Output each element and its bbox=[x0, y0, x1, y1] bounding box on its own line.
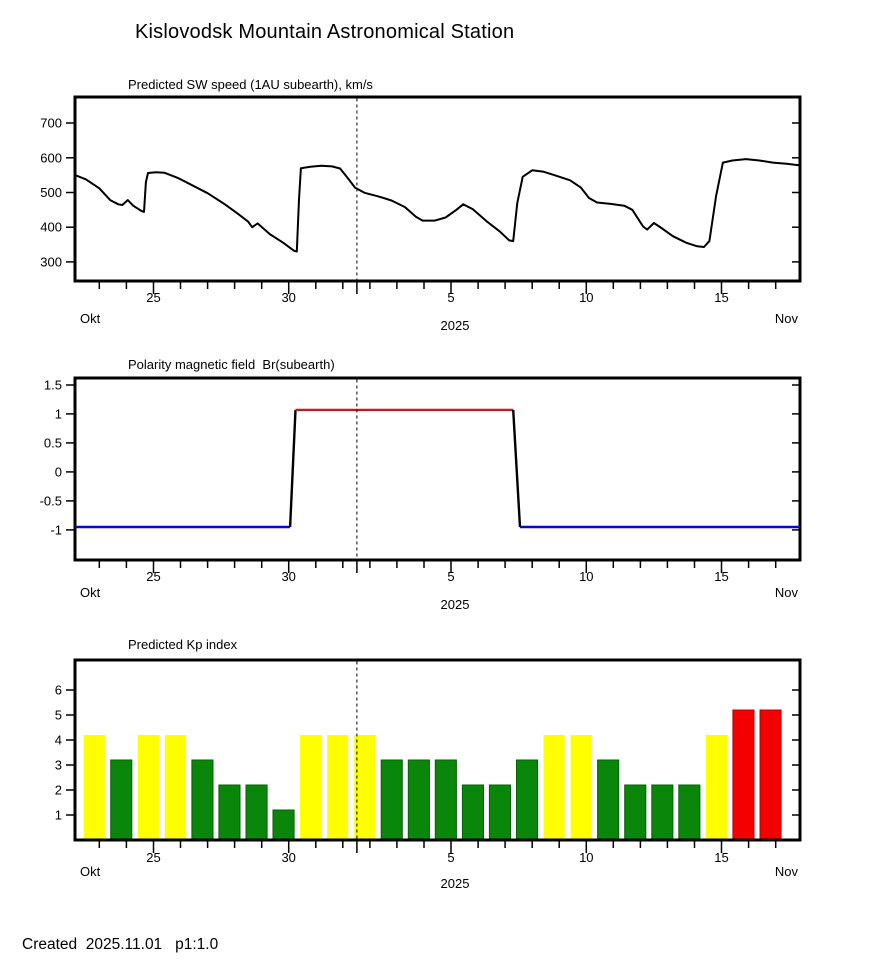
y-tick-label: 300 bbox=[40, 254, 62, 269]
y-tick-label: 1 bbox=[55, 808, 62, 823]
y-tick-label: 0 bbox=[55, 464, 62, 479]
plot-frame bbox=[73, 376, 802, 562]
x-tick-label: 15 bbox=[714, 290, 728, 305]
kp-bar bbox=[380, 759, 403, 841]
month-label-left: Okt bbox=[80, 864, 101, 879]
kp-bar bbox=[110, 759, 133, 841]
x-tick-label: 25 bbox=[146, 569, 160, 584]
kp-bar bbox=[488, 784, 511, 841]
y-tick-label: 700 bbox=[40, 116, 62, 131]
kp-bar bbox=[516, 759, 539, 841]
kp-bar bbox=[678, 784, 701, 841]
polarity-chart: Polarity magnetic field Br(subearth) 1.5 1… bbox=[40, 357, 802, 612]
kp-bar bbox=[83, 735, 105, 840]
footer-created-label: Created 2025.11.01 p1:1.0 bbox=[22, 936, 219, 953]
kp-bar bbox=[354, 735, 376, 840]
month-label-right: Nov bbox=[775, 864, 799, 879]
x-tick-label: 30 bbox=[281, 850, 295, 865]
kp-bar bbox=[759, 709, 782, 841]
month-label-left: Okt bbox=[80, 585, 101, 600]
kp-bar bbox=[137, 735, 159, 840]
kp-bar bbox=[624, 784, 647, 841]
year-label: 2025 bbox=[441, 597, 470, 612]
x-tick-label: 30 bbox=[281, 569, 295, 584]
sw-speed-line bbox=[74, 158, 801, 253]
y-tick-label: 1.5 bbox=[44, 378, 62, 393]
x-tick-label: 5 bbox=[447, 569, 454, 584]
sw-speed-chart: Predicted SW speed (1AU subearth), km/s 3… bbox=[40, 77, 802, 333]
kp-bar bbox=[218, 784, 241, 841]
kp-bar bbox=[272, 809, 295, 841]
kp-bar bbox=[570, 735, 592, 840]
kp-bar bbox=[327, 735, 349, 840]
kp-bar bbox=[651, 784, 674, 841]
x-tick-label: 10 bbox=[579, 290, 593, 305]
kp-bar bbox=[732, 709, 755, 841]
y-tick-label: 5 bbox=[55, 708, 62, 723]
kp-bar bbox=[461, 784, 484, 841]
x-tick-label: 25 bbox=[146, 850, 160, 865]
y-tick-label: -0.5 bbox=[40, 493, 62, 508]
x-tick-label: 25 bbox=[146, 290, 160, 305]
x-tick-label: 5 bbox=[447, 850, 454, 865]
x-tick-label: 5 bbox=[447, 290, 454, 305]
plot-frame bbox=[73, 658, 802, 842]
kp-bar bbox=[407, 759, 430, 841]
y-tick-label: 500 bbox=[40, 185, 62, 200]
year-label: 2025 bbox=[441, 318, 470, 333]
month-label-right: Nov bbox=[775, 585, 799, 600]
chart-subtitle: Predicted Kp index bbox=[128, 637, 238, 652]
kp-bar bbox=[191, 759, 214, 841]
x-tick-label: 30 bbox=[281, 290, 295, 305]
x-tick-label: 10 bbox=[579, 850, 593, 865]
kp-bar bbox=[705, 735, 727, 840]
chart-subtitle: Polarity magnetic field Br(subearth) bbox=[128, 357, 335, 372]
y-tick-label: 400 bbox=[40, 220, 62, 235]
y-tick-label: 2 bbox=[55, 783, 62, 798]
plot-frame bbox=[73, 95, 802, 283]
kp-index-chart: Predicted Kp index 1 2 3 4 5 6 25 30 5 10 15 Okt Nov 2… bbox=[55, 637, 802, 891]
x-tick-label: 15 bbox=[714, 569, 728, 584]
y-tick-label: 4 bbox=[55, 733, 62, 748]
kp-bar bbox=[164, 735, 186, 840]
kp-bar bbox=[245, 784, 268, 841]
y-tick-label: -1 bbox=[50, 522, 62, 537]
kp-bar bbox=[434, 759, 457, 841]
kp-bar bbox=[543, 735, 565, 840]
page-title: Kislovodsk Mountain Astronomical Station bbox=[135, 21, 515, 43]
month-label-right: Nov bbox=[775, 311, 799, 326]
y-tick-label: 3 bbox=[55, 758, 62, 773]
kp-bar bbox=[300, 735, 322, 840]
x-tick-label: 15 bbox=[714, 850, 728, 865]
month-label-left: Okt bbox=[80, 311, 101, 326]
x-tick-label: 10 bbox=[579, 569, 593, 584]
y-tick-label: 1 bbox=[55, 406, 62, 421]
y-tick-label: 600 bbox=[40, 150, 62, 165]
chart-subtitle: Predicted SW speed (1AU subearth), km/s bbox=[128, 77, 373, 92]
polarity-segment bbox=[288, 409, 297, 528]
year-label: 2025 bbox=[441, 876, 470, 891]
y-tick-label: 6 bbox=[55, 683, 62, 698]
polarity-segment bbox=[512, 409, 522, 528]
y-tick-label: 0.5 bbox=[44, 435, 62, 450]
kp-bar bbox=[597, 759, 620, 841]
